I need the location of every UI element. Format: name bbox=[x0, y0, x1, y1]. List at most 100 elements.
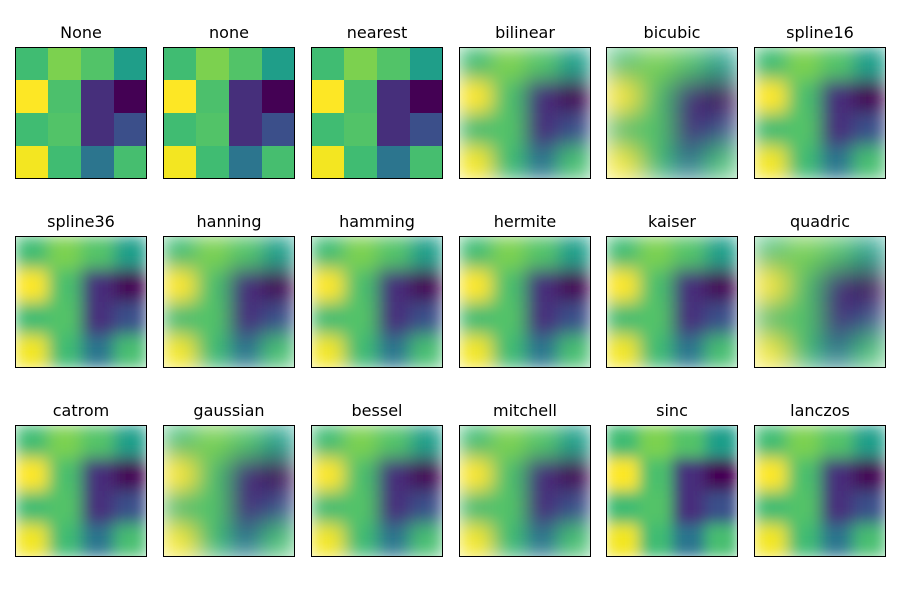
heatmap-cell bbox=[705, 80, 738, 114]
heatmap-cell bbox=[853, 236, 886, 270]
heatmap-cell bbox=[114, 458, 147, 492]
heatmap-cell bbox=[196, 80, 230, 114]
heatmap-cell bbox=[311, 458, 345, 492]
heatmap-cell bbox=[754, 335, 788, 368]
heatmap-cell bbox=[262, 524, 295, 557]
heatmap-cell bbox=[853, 80, 886, 114]
heatmap-cell bbox=[558, 47, 591, 81]
subplot-kaiser: kaiser bbox=[606, 212, 738, 368]
axes-frame bbox=[606, 47, 738, 179]
heatmap-image bbox=[311, 236, 443, 368]
subplot-title: none bbox=[209, 23, 249, 42]
heatmap-cell bbox=[639, 47, 673, 81]
heatmap-cell bbox=[48, 80, 82, 114]
heatmap-cell bbox=[196, 302, 230, 336]
heatmap-cell bbox=[262, 80, 295, 114]
subplot-spline36: spline36 bbox=[15, 212, 147, 368]
heatmap-image bbox=[15, 47, 147, 179]
heatmap-cell bbox=[705, 236, 738, 270]
heatmap-cell bbox=[48, 491, 82, 525]
heatmap-cell bbox=[705, 302, 738, 336]
heatmap-cell bbox=[754, 458, 788, 492]
subplot-title: hamming bbox=[339, 212, 415, 231]
heatmap-cell bbox=[705, 113, 738, 147]
heatmap-cell bbox=[229, 269, 263, 303]
heatmap-cell bbox=[229, 458, 263, 492]
heatmap-cell bbox=[344, 491, 378, 525]
heatmap-cell bbox=[262, 302, 295, 336]
subplot-hanning: hanning bbox=[163, 212, 295, 368]
heatmap-cell bbox=[229, 47, 263, 81]
heatmap-cell bbox=[672, 236, 706, 270]
subplot-bicubic: bicubic bbox=[606, 23, 738, 179]
heatmap-cell bbox=[344, 146, 378, 179]
heatmap-cell bbox=[114, 269, 147, 303]
heatmap-cell bbox=[787, 269, 821, 303]
axes-frame bbox=[15, 47, 147, 179]
heatmap-cell bbox=[48, 236, 82, 270]
axes-frame bbox=[163, 47, 295, 179]
heatmap-cell bbox=[705, 146, 738, 179]
heatmap-cell bbox=[459, 146, 493, 179]
axes-frame bbox=[163, 236, 295, 368]
heatmap-cell bbox=[377, 47, 411, 81]
heatmap-cell bbox=[639, 302, 673, 336]
heatmap-cell bbox=[639, 491, 673, 525]
subplot-title: hermite bbox=[493, 212, 557, 231]
heatmap-cell bbox=[606, 425, 640, 459]
heatmap-image bbox=[459, 425, 591, 557]
subplot-none: None bbox=[15, 23, 147, 179]
subplot-title: mitchell bbox=[493, 401, 557, 420]
heatmap-cell bbox=[15, 47, 49, 81]
heatmap-cell bbox=[229, 335, 263, 368]
heatmap-cell bbox=[558, 113, 591, 147]
subplot-mitchell: mitchell bbox=[459, 401, 591, 557]
heatmap-cell bbox=[459, 524, 493, 557]
heatmap-cell bbox=[672, 47, 706, 81]
axes-frame bbox=[754, 47, 886, 179]
heatmap-cell bbox=[344, 458, 378, 492]
heatmap-cell bbox=[606, 47, 640, 81]
heatmap-cell bbox=[672, 269, 706, 303]
heatmap-cell bbox=[311, 80, 345, 114]
heatmap-cell bbox=[344, 113, 378, 147]
heatmap-cell bbox=[754, 47, 788, 81]
subplot-none: none bbox=[163, 23, 295, 179]
heatmap-cell bbox=[311, 524, 345, 557]
heatmap-cell bbox=[48, 302, 82, 336]
heatmap-cell bbox=[606, 302, 640, 336]
heatmap-cell bbox=[229, 491, 263, 525]
heatmap-cell bbox=[525, 302, 559, 336]
heatmap-cell bbox=[754, 113, 788, 147]
heatmap-cell bbox=[558, 524, 591, 557]
heatmap-cell bbox=[229, 302, 263, 336]
heatmap-cell bbox=[262, 113, 295, 147]
heatmap-cell bbox=[410, 47, 443, 81]
heatmap-cell bbox=[15, 113, 49, 147]
heatmap-cell bbox=[853, 113, 886, 147]
subplot-title: spline16 bbox=[786, 23, 854, 42]
heatmap-cell bbox=[492, 335, 526, 368]
heatmap-cell bbox=[311, 236, 345, 270]
heatmap-cell bbox=[672, 113, 706, 147]
heatmap-cell bbox=[558, 425, 591, 459]
heatmap-cell bbox=[410, 524, 443, 557]
axes-frame bbox=[606, 236, 738, 368]
heatmap-cell bbox=[754, 80, 788, 114]
heatmap-cell bbox=[163, 302, 197, 336]
heatmap-cell bbox=[525, 47, 559, 81]
heatmap-cell bbox=[377, 113, 411, 147]
subplot-bessel: bessel bbox=[311, 401, 443, 557]
heatmap-cell bbox=[639, 335, 673, 368]
heatmap-cell bbox=[606, 491, 640, 525]
heatmap-cell bbox=[163, 113, 197, 147]
heatmap-cell bbox=[410, 236, 443, 270]
heatmap-cell bbox=[410, 302, 443, 336]
axes-frame bbox=[459, 236, 591, 368]
heatmap-cell bbox=[606, 236, 640, 270]
heatmap-cell bbox=[853, 269, 886, 303]
heatmap-cell bbox=[525, 113, 559, 147]
heatmap-cell bbox=[820, 458, 854, 492]
heatmap-cell bbox=[262, 491, 295, 525]
heatmap-cell bbox=[229, 146, 263, 179]
